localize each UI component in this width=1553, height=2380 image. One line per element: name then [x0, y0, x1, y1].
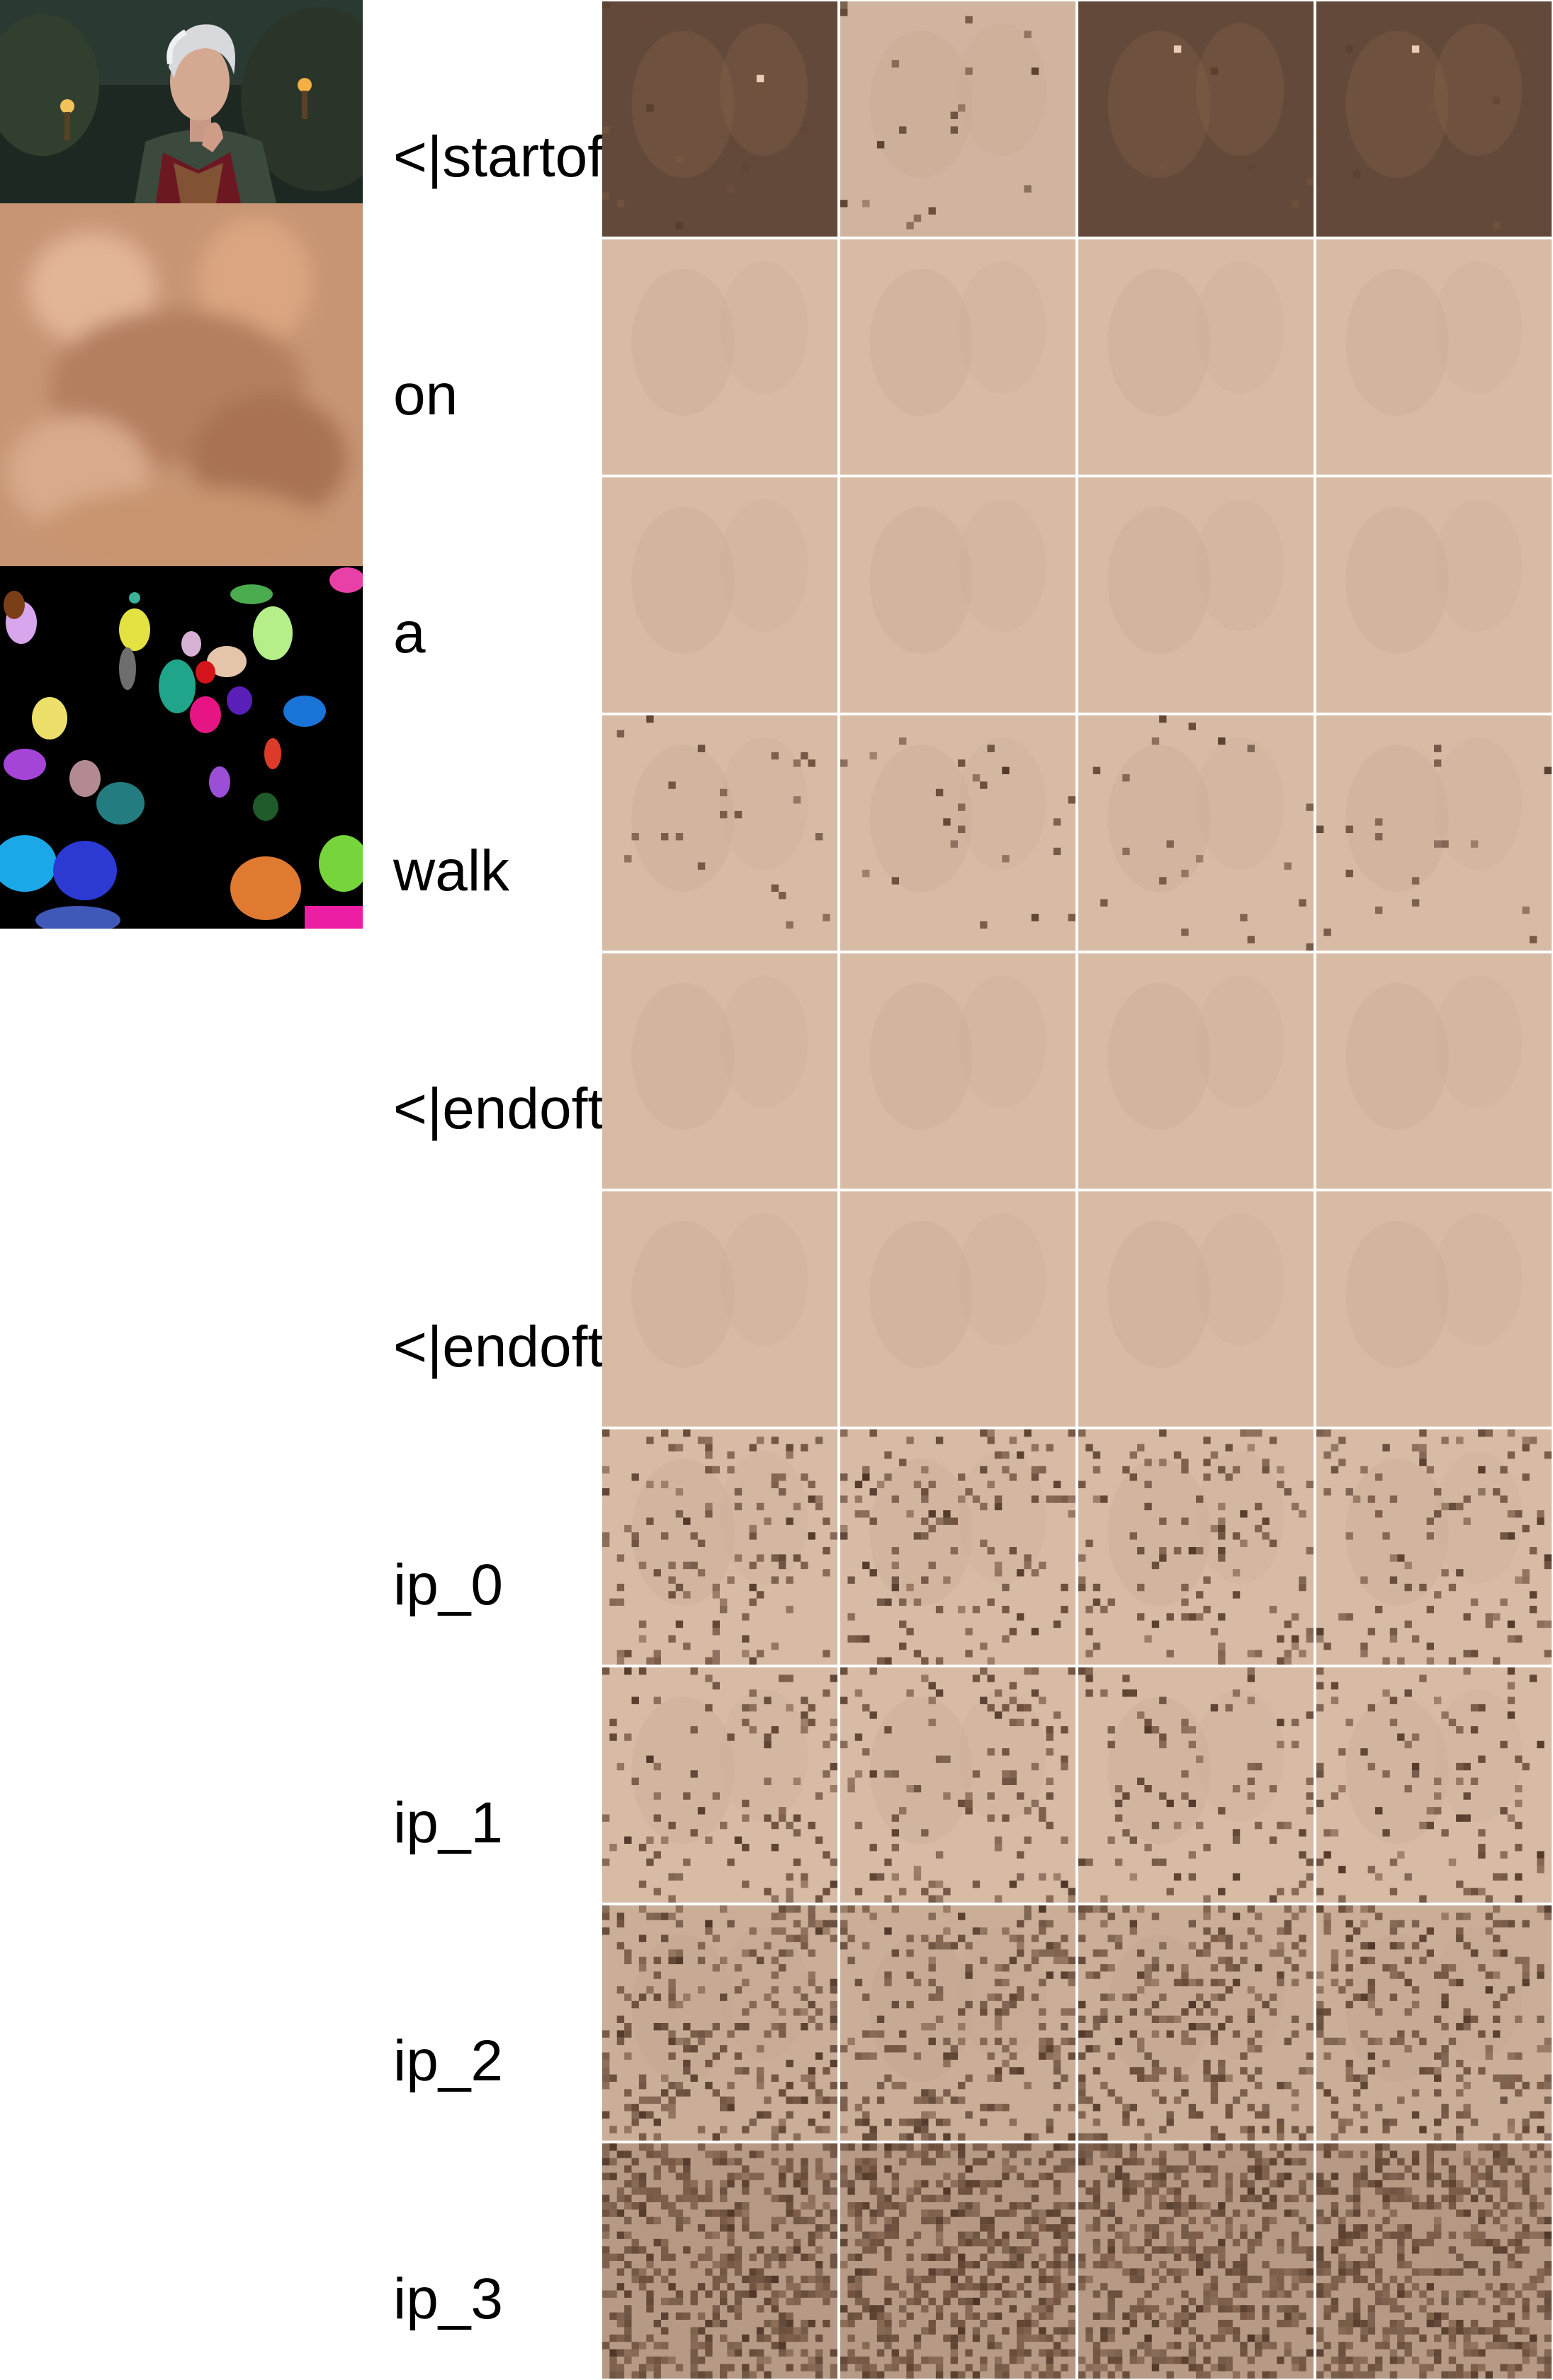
attention-map-cell [1078, 239, 1314, 475]
attention-heatmap [840, 239, 1075, 475]
attention-map-cell [1078, 477, 1314, 713]
attention-map-cell [1316, 1429, 1552, 1665]
attention-heatmap [602, 1667, 837, 1903]
attention-map-cell [1316, 1905, 1552, 2141]
attention-map-cell [1078, 1667, 1314, 1903]
attention-map-cell [602, 1429, 837, 1665]
attention-heatmap [1316, 2143, 1552, 2379]
attention-map-cell [1316, 715, 1552, 951]
attention-heatmap [602, 953, 837, 1189]
token-label: ip_2 [393, 2029, 504, 2093]
token-label: walk [393, 839, 510, 903]
attention-heatmap [602, 715, 837, 951]
attention-map-cell [602, 239, 837, 475]
attention-map-cell [1316, 953, 1552, 1189]
attention-map-cell [1316, 1, 1552, 237]
attention-map-grid [601, 0, 1553, 2380]
attention-map-cell [840, 1, 1075, 237]
attention-heatmap [602, 2143, 837, 2379]
attention-heatmap [602, 1429, 837, 1665]
attention-map-cell [840, 1667, 1075, 1903]
attention-map-cell [1078, 2143, 1314, 2379]
attention-heatmap [1316, 715, 1552, 951]
attention-heatmap [840, 2143, 1075, 2379]
attention-heatmap [1078, 1429, 1314, 1665]
attention-heatmap [1078, 477, 1314, 713]
attention-map-cell [840, 715, 1075, 951]
attention-map-cell [840, 239, 1075, 475]
attention-map-cell [1316, 1667, 1552, 1903]
segmentation-mask-image [0, 566, 363, 929]
attention-heatmap [602, 1191, 837, 1427]
attention-heatmap [840, 1, 1075, 237]
attention-heatmap [602, 1, 837, 237]
attention-heatmap [1316, 1429, 1552, 1665]
attention-heatmap [1078, 1, 1314, 237]
attention-heatmap [1078, 715, 1314, 951]
reference-photo [0, 0, 363, 203]
attention-heatmap [1316, 1905, 1552, 2141]
attention-heatmap [1316, 1, 1552, 237]
attention-map-cell [602, 1, 837, 237]
attention-heatmap [1316, 239, 1552, 475]
attention-map-cell [1078, 1429, 1314, 1665]
attention-map-cell [1078, 953, 1314, 1189]
attention-map-cell [1078, 1191, 1314, 1427]
attention-map-cell [840, 1191, 1075, 1427]
attention-heatmap [602, 1905, 837, 2141]
attention-map-cell [602, 715, 837, 951]
attention-map-cell [602, 2143, 837, 2379]
attention-heatmap [1078, 1191, 1314, 1427]
token-label: a [393, 601, 426, 665]
attention-heatmap [840, 953, 1075, 1189]
token-label: ip_0 [393, 1553, 504, 1617]
attention-heatmap [1316, 1667, 1552, 1903]
attention-heatmap [840, 1667, 1075, 1903]
token-label: on [393, 363, 458, 427]
attention-heatmap [1316, 1191, 1552, 1427]
attention-heatmap [1078, 953, 1314, 1189]
attention-map-cell [1078, 1905, 1314, 2141]
attention-map-cell [840, 1429, 1075, 1665]
attention-map-cell [602, 1191, 837, 1427]
attention-map-cell [1316, 239, 1552, 475]
attention-heatmap [840, 715, 1075, 951]
attention-map-cell [1078, 1, 1314, 237]
attention-map-cell [840, 2143, 1075, 2379]
attention-heatmap [1316, 953, 1552, 1189]
attention-heatmap [840, 1191, 1075, 1427]
attention-heatmap [1078, 239, 1314, 475]
attention-map-cell [602, 477, 837, 713]
attention-map-cell [840, 953, 1075, 1189]
attention-heatmap [1316, 477, 1552, 713]
attention-heatmap [1078, 1667, 1314, 1903]
attention-heatmap [602, 477, 837, 713]
attention-map-cell [1316, 1191, 1552, 1427]
attention-map-cell [840, 1905, 1075, 2141]
attention-heatmap [602, 239, 837, 475]
attention-heatmap [1078, 2143, 1314, 2379]
blurred-composite-image [0, 203, 363, 566]
attention-map-cell [1316, 2143, 1552, 2379]
attention-map-cell [602, 1905, 837, 2141]
attention-heatmap [1078, 1905, 1314, 2141]
attention-map-cell [602, 1667, 837, 1903]
attention-map-cell [1316, 477, 1552, 713]
attention-map-cell [840, 477, 1075, 713]
attention-heatmap [840, 1905, 1075, 2141]
token-label: ip_3 [393, 2267, 504, 2331]
attention-heatmap [840, 1429, 1075, 1665]
attention-map-cell [602, 953, 837, 1189]
attention-map-cell [1078, 715, 1314, 951]
attention-heatmap [840, 477, 1075, 713]
token-label: ip_1 [393, 1791, 504, 1855]
